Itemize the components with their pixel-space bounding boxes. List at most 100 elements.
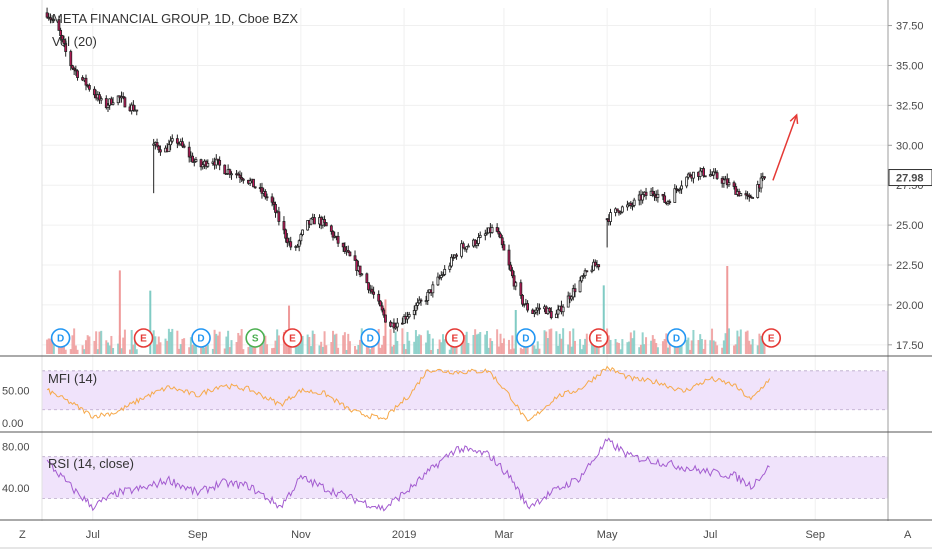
candle-body[interactable] xyxy=(475,243,479,246)
earnings-marker-circle[interactable] xyxy=(588,328,609,348)
candle-body[interactable] xyxy=(685,176,689,187)
candle-body[interactable] xyxy=(585,270,589,273)
candle-body[interactable] xyxy=(71,65,74,69)
candle-body[interactable] xyxy=(394,326,398,329)
candle-body[interactable] xyxy=(109,98,113,105)
candle-body[interactable] xyxy=(629,202,633,206)
candle-body[interactable] xyxy=(98,94,101,101)
candle-body[interactable] xyxy=(52,19,56,21)
candle-body[interactable] xyxy=(64,43,68,52)
price-axis[interactable]: 37.5035.0032.5030.0027.5025.0022.5020.00… xyxy=(2,21,932,495)
earnings-marker-label[interactable]: E xyxy=(140,334,147,345)
candle-body[interactable] xyxy=(566,295,570,308)
candle-body[interactable] xyxy=(175,138,179,144)
candle-body[interactable] xyxy=(199,159,203,168)
dividend-marker-circle[interactable] xyxy=(516,328,536,348)
candle-body[interactable] xyxy=(116,95,120,104)
earnings-marker-label[interactable]: E xyxy=(452,334,459,345)
earnings-marker[interactable]: E xyxy=(133,328,154,348)
candle-body[interactable] xyxy=(548,307,551,312)
dividend-marker-label[interactable]: D xyxy=(522,334,529,345)
dividend-marker-circle[interactable] xyxy=(666,328,687,348)
candle-body[interactable] xyxy=(170,138,174,142)
candle-body[interactable] xyxy=(653,193,656,197)
candle-body[interactable] xyxy=(152,143,156,146)
candle-body[interactable] xyxy=(656,193,660,198)
candle-body[interactable] xyxy=(570,296,573,300)
candle-body[interactable] xyxy=(747,194,751,198)
candle-body[interactable] xyxy=(426,291,430,301)
candle-body[interactable] xyxy=(763,176,766,179)
candle-body[interactable] xyxy=(72,67,76,71)
candle-body[interactable] xyxy=(532,311,536,314)
candle-body[interactable] xyxy=(424,300,428,302)
candle-body[interactable] xyxy=(341,242,345,248)
earnings-marker-circle[interactable] xyxy=(133,328,154,348)
candle-body[interactable] xyxy=(353,255,357,261)
candle-body[interactable] xyxy=(739,193,743,197)
candle-body[interactable] xyxy=(367,282,370,291)
candle-body[interactable] xyxy=(225,173,228,175)
candle-body[interactable] xyxy=(360,273,364,276)
dividend-marker-label[interactable]: D xyxy=(673,334,680,345)
candle-body[interactable] xyxy=(169,140,172,146)
candle-body[interactable] xyxy=(206,163,210,167)
candle-body[interactable] xyxy=(402,316,406,324)
candle-body[interactable] xyxy=(192,161,196,163)
candle-body[interactable] xyxy=(323,219,326,224)
candle-body[interactable] xyxy=(507,249,511,266)
candle-body[interactable] xyxy=(69,51,73,67)
candle-body[interactable] xyxy=(734,186,738,195)
candle-body[interactable] xyxy=(722,179,726,184)
candle-body[interactable] xyxy=(619,211,623,214)
candle-body[interactable] xyxy=(615,208,619,212)
candle-body[interactable] xyxy=(159,149,162,153)
candle-body[interactable] xyxy=(121,96,125,99)
candle-body[interactable] xyxy=(263,191,267,198)
candle-body[interactable] xyxy=(509,264,513,271)
candle-body[interactable] xyxy=(76,70,79,78)
candle-body[interactable] xyxy=(201,164,205,168)
candle-body[interactable] xyxy=(460,243,464,257)
candle-body[interactable] xyxy=(241,178,245,181)
candle-body[interactable] xyxy=(301,229,304,235)
candle-body[interactable] xyxy=(272,201,276,205)
candle-body[interactable] xyxy=(214,158,218,166)
dividend-marker-label[interactable]: D xyxy=(197,334,204,345)
candle-body[interactable] xyxy=(59,29,63,36)
candle-body[interactable] xyxy=(590,269,594,272)
candle-body[interactable] xyxy=(461,243,465,249)
dividend-marker-label[interactable]: D xyxy=(57,334,64,345)
candle-body[interactable] xyxy=(181,141,184,147)
candle-body[interactable] xyxy=(236,173,240,176)
candle-body[interactable] xyxy=(583,270,587,276)
candle-body[interactable] xyxy=(441,274,445,276)
candle-body[interactable] xyxy=(313,217,316,225)
time-axis[interactable]: Jul Sep Nov 2019 Mar May Jul Sep xyxy=(86,529,825,541)
candle-body[interactable] xyxy=(431,284,435,294)
candle-body[interactable] xyxy=(436,276,440,286)
candle-body[interactable] xyxy=(744,193,748,196)
earnings-marker-label[interactable]: E xyxy=(289,334,296,345)
candle-body[interactable] xyxy=(455,254,458,257)
candle-body[interactable] xyxy=(495,227,499,232)
earnings-marker-label[interactable]: E xyxy=(768,334,775,345)
candle-body[interactable] xyxy=(297,240,301,247)
dividend-marker[interactable]: D xyxy=(516,328,536,348)
candle-body[interactable] xyxy=(727,182,731,186)
candle-body[interactable] xyxy=(712,171,716,176)
candle-body[interactable] xyxy=(651,190,655,195)
candle-body[interactable] xyxy=(531,309,535,314)
candle-body[interactable] xyxy=(593,261,597,267)
candle-body[interactable] xyxy=(673,188,677,203)
candle-body[interactable] xyxy=(240,177,244,180)
earnings-marker[interactable]: E xyxy=(588,328,609,348)
earnings-marker[interactable]: E xyxy=(761,328,782,348)
candle-body[interactable] xyxy=(382,309,386,316)
earnings-marker-circle[interactable] xyxy=(282,328,303,348)
candle-body[interactable] xyxy=(526,303,530,311)
candle-body[interactable] xyxy=(620,206,624,213)
candle-body[interactable] xyxy=(191,155,194,163)
dividend-marker[interactable]: D xyxy=(666,328,687,348)
